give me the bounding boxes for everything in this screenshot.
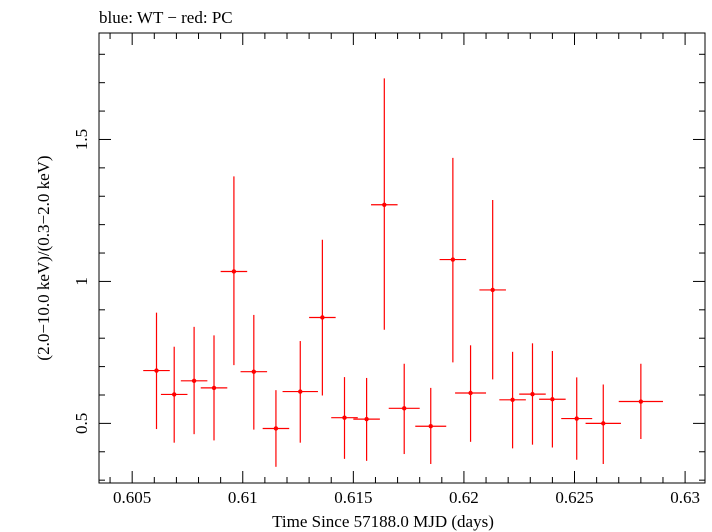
data-point (539, 350, 566, 448)
point-marker (574, 416, 579, 421)
point-marker (601, 421, 606, 426)
data-points (143, 78, 663, 467)
data-point (309, 239, 336, 396)
x-tick-label: 0.615 (334, 488, 372, 507)
point-marker (638, 399, 644, 404)
point-marker (154, 368, 159, 373)
point-marker (382, 202, 387, 207)
data-point (220, 176, 248, 366)
data-point (439, 157, 467, 363)
point-marker (191, 378, 197, 383)
data-point (282, 341, 318, 443)
data-point (455, 345, 487, 442)
point-marker (510, 397, 515, 403)
x-tick-label: 0.62 (449, 488, 479, 507)
y-tick-label: 1 (72, 277, 91, 286)
data-point (585, 384, 621, 464)
point-marker (211, 385, 217, 391)
x-tick-label: 0.63 (670, 488, 700, 507)
data-point (561, 377, 593, 460)
data-point (262, 390, 290, 467)
data-point (618, 363, 663, 439)
point-marker (231, 269, 237, 274)
point-marker (428, 424, 433, 429)
x-tick-label: 0.625 (555, 488, 593, 507)
data-point (331, 377, 358, 459)
data-point (499, 351, 526, 449)
point-marker (298, 389, 303, 394)
point-marker (251, 369, 257, 374)
data-point (519, 343, 546, 445)
y-tick-label: 0.5 (72, 413, 91, 434)
point-marker (468, 390, 473, 396)
point-marker (171, 392, 177, 397)
data-point (180, 326, 208, 435)
x-tick-label: 0.605 (113, 488, 151, 507)
x-tick-label: 0.61 (228, 488, 258, 507)
data-point (240, 314, 268, 430)
chart-title: blue: WT − red: PC (99, 8, 233, 27)
point-marker (320, 315, 325, 320)
point-marker (530, 391, 535, 397)
point-marker (342, 415, 347, 420)
data-point (479, 199, 506, 380)
point-marker (364, 416, 369, 422)
axis-ticks: 0.605 0.61 0.615 0.62 0.625 0.63 0.5 1 1.5 (72, 33, 705, 507)
x-axis-label: Time Since 57188.0 MJD (days) (272, 512, 494, 531)
plot-frame (98, 32, 706, 484)
y-tick-label: 1.5 (72, 129, 91, 150)
data-point (371, 78, 398, 330)
point-marker (450, 257, 456, 262)
data-point (388, 363, 420, 455)
data-point (200, 335, 228, 441)
y-axis-label: (2.0−10.0 keV)/(0.3−2.0 keV) (34, 155, 53, 360)
point-marker (402, 406, 407, 411)
point-marker (550, 397, 555, 402)
point-marker (273, 426, 279, 431)
data-point (415, 387, 447, 464)
data-point (353, 377, 380, 461)
data-point (143, 312, 170, 430)
point-marker (490, 287, 495, 293)
data-point (160, 346, 188, 443)
